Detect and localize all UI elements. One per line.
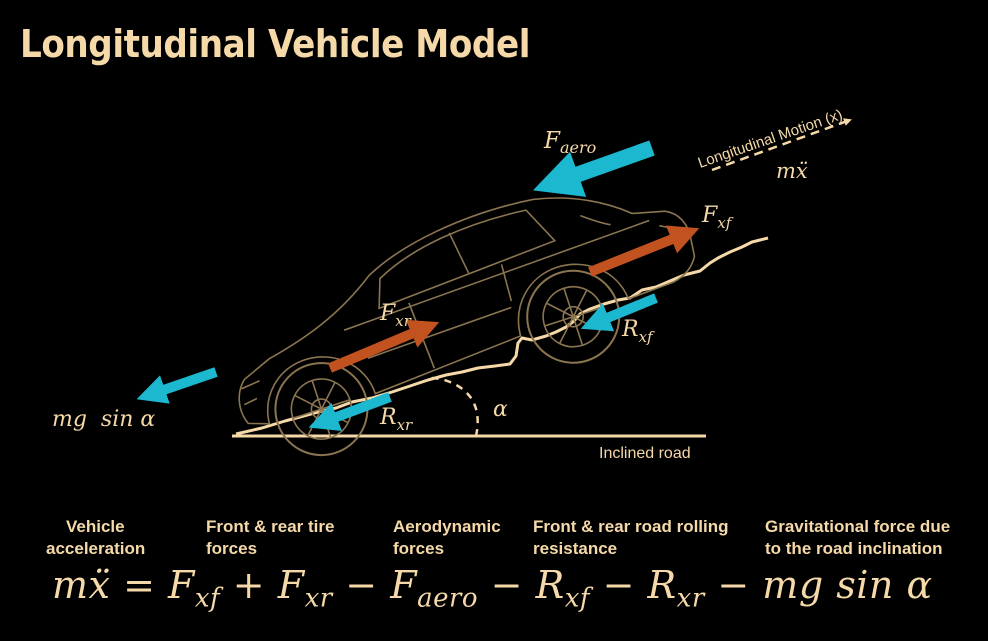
- term-vehicle-acceleration: Vehicle acceleration: [46, 516, 145, 560]
- r-xf-arrow: [580, 293, 658, 332]
- equation-term: −: [490, 563, 523, 607]
- equation-term: mẍ: [52, 563, 111, 607]
- equation-term: mg: [762, 563, 824, 607]
- f-xr-label: Fxr: [379, 301, 412, 330]
- r-xf-label: Rxf: [621, 317, 655, 346]
- gravity-label: mg sin α: [52, 407, 155, 432]
- acceleration-label: mẍ: [776, 159, 808, 183]
- term-line: forces: [206, 539, 258, 558]
- term-line: forces: [393, 539, 445, 558]
- rough-road-surface-icon: [235, 236, 769, 436]
- equation-term: Rxr: [647, 563, 705, 614]
- f-aero-arrow: [532, 140, 655, 197]
- term-line: Aerodynamic: [393, 517, 501, 536]
- equation-term: −: [717, 563, 750, 607]
- equation-term: Fxr: [277, 563, 333, 614]
- term-line: Front & rear road rolling: [533, 517, 729, 536]
- car-outline-icon: [238, 197, 696, 457]
- equation-term: Rxf: [535, 563, 591, 614]
- term-line: Vehicle: [66, 517, 125, 536]
- equation-of-motion: mẍ = Fxf + Fxr − Faero − Rxf − Rxr − mg …: [52, 563, 933, 614]
- road-label: Inclined road: [599, 445, 691, 462]
- equation-term: Faero: [390, 563, 479, 614]
- f-aero-label: Faero: [543, 128, 596, 157]
- equation-term: sin: [836, 563, 894, 607]
- term-gravitational-force: Gravitational force due to the road incl…: [765, 516, 950, 560]
- term-tire-forces: Front & rear tire forces: [206, 516, 334, 560]
- r-xr-label: Rxr: [379, 405, 413, 434]
- f-xf-label: Fxf: [701, 203, 734, 232]
- equation-term: +: [232, 563, 266, 607]
- term-rolling-resistance: Front & rear road rolling resistance: [533, 516, 729, 560]
- incline-angle-arc: [429, 376, 479, 437]
- f-xf-arrow: [588, 225, 700, 277]
- motion-direction-arrow: [711, 118, 852, 172]
- equation-term: −: [602, 563, 635, 607]
- f-xr-arrow: [328, 319, 440, 373]
- term-line: resistance: [533, 539, 618, 558]
- term-line: to the road inclination: [765, 539, 943, 558]
- term-line: Front & rear tire: [206, 517, 335, 536]
- term-line: acceleration: [46, 539, 146, 558]
- motion-direction-label: Longitudinal Motion (x): [696, 106, 845, 171]
- r-xr-arrow: [308, 392, 392, 432]
- equation-term: −: [345, 563, 378, 607]
- term-line: Gravitational force due: [765, 517, 951, 536]
- equation-term: =: [123, 563, 156, 607]
- angle-label: α: [493, 397, 508, 422]
- slide-title: Longitudinal Vehicle Model: [20, 22, 530, 66]
- equation-term: α: [906, 563, 933, 607]
- term-aerodynamic-forces: Aerodynamic forces: [393, 516, 501, 560]
- equation-term: Fxf: [168, 563, 221, 614]
- gravity-arrow: [136, 367, 218, 404]
